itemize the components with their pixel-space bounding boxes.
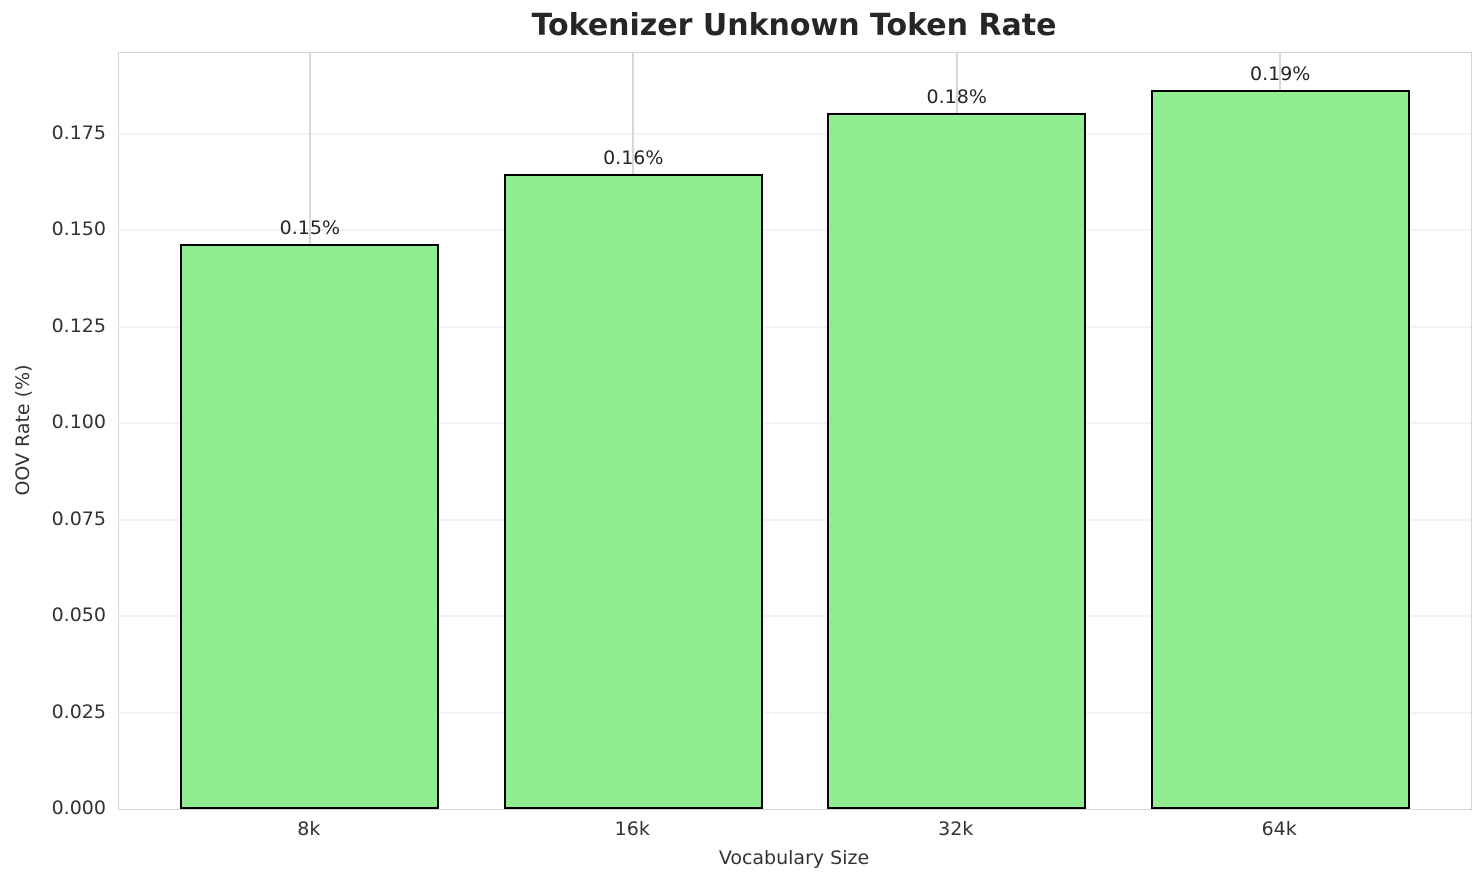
bar-16k	[503, 173, 763, 809]
gridline-horizontal	[119, 518, 1471, 521]
y-tick-label: 0.025	[51, 700, 106, 723]
y-tick-label: 0.000	[51, 797, 106, 819]
bar-value-label: 0.15%	[279, 216, 341, 239]
y-tick-label: 0.150	[51, 218, 106, 241]
y-tick-label: 0.100	[51, 411, 106, 434]
chart-title: Tokenizer Unknown Token Rate	[531, 8, 1057, 43]
gridline-horizontal	[119, 422, 1471, 425]
bar-value-label: 0.18%	[926, 85, 987, 108]
x-tick-label: 16k	[614, 818, 650, 840]
gridline-horizontal	[119, 325, 1471, 328]
bar-value-label: 0.19%	[1249, 62, 1311, 85]
x-tick-label: 64k	[1261, 818, 1297, 840]
gridline-horizontal	[119, 133, 1471, 135]
y-tick-label: 0.125	[51, 314, 106, 337]
x-axis-label: Vocabulary Size	[718, 847, 870, 869]
gridline-horizontal	[119, 229, 1471, 232]
x-tick-label: 8k	[297, 818, 321, 840]
y-tick-label: 0.075	[51, 507, 106, 530]
bar-64k	[1150, 89, 1410, 809]
bar-8k	[180, 243, 440, 809]
bar-value-label: 0.16%	[603, 146, 664, 169]
gridline-horizontal	[119, 615, 1471, 618]
y-tick-label: 0.050	[51, 604, 106, 627]
y-tick-label: 0.175	[51, 122, 106, 144]
plot-area: 0.15% 0.16% 0.18% 0.19%	[118, 52, 1472, 810]
x-tick-label: 32k	[938, 818, 974, 840]
bar-32k	[827, 112, 1087, 809]
gridline-horizontal	[119, 711, 1471, 714]
